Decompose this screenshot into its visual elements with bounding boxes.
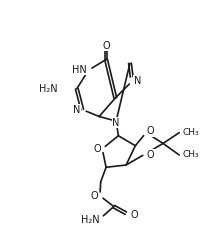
Text: O: O (102, 41, 110, 51)
Text: O: O (93, 144, 101, 154)
Text: CH₃: CH₃ (182, 150, 199, 160)
Text: O: O (91, 191, 98, 201)
Text: O: O (131, 210, 138, 220)
Text: N: N (134, 76, 141, 86)
Text: N: N (73, 105, 81, 115)
Text: HN: HN (72, 65, 87, 75)
Text: CH₃: CH₃ (182, 128, 199, 137)
Text: N: N (112, 118, 120, 128)
Text: H₂N: H₂N (39, 84, 57, 94)
Text: O: O (147, 150, 155, 160)
Text: O: O (147, 126, 155, 136)
Text: H₂N: H₂N (81, 215, 99, 225)
